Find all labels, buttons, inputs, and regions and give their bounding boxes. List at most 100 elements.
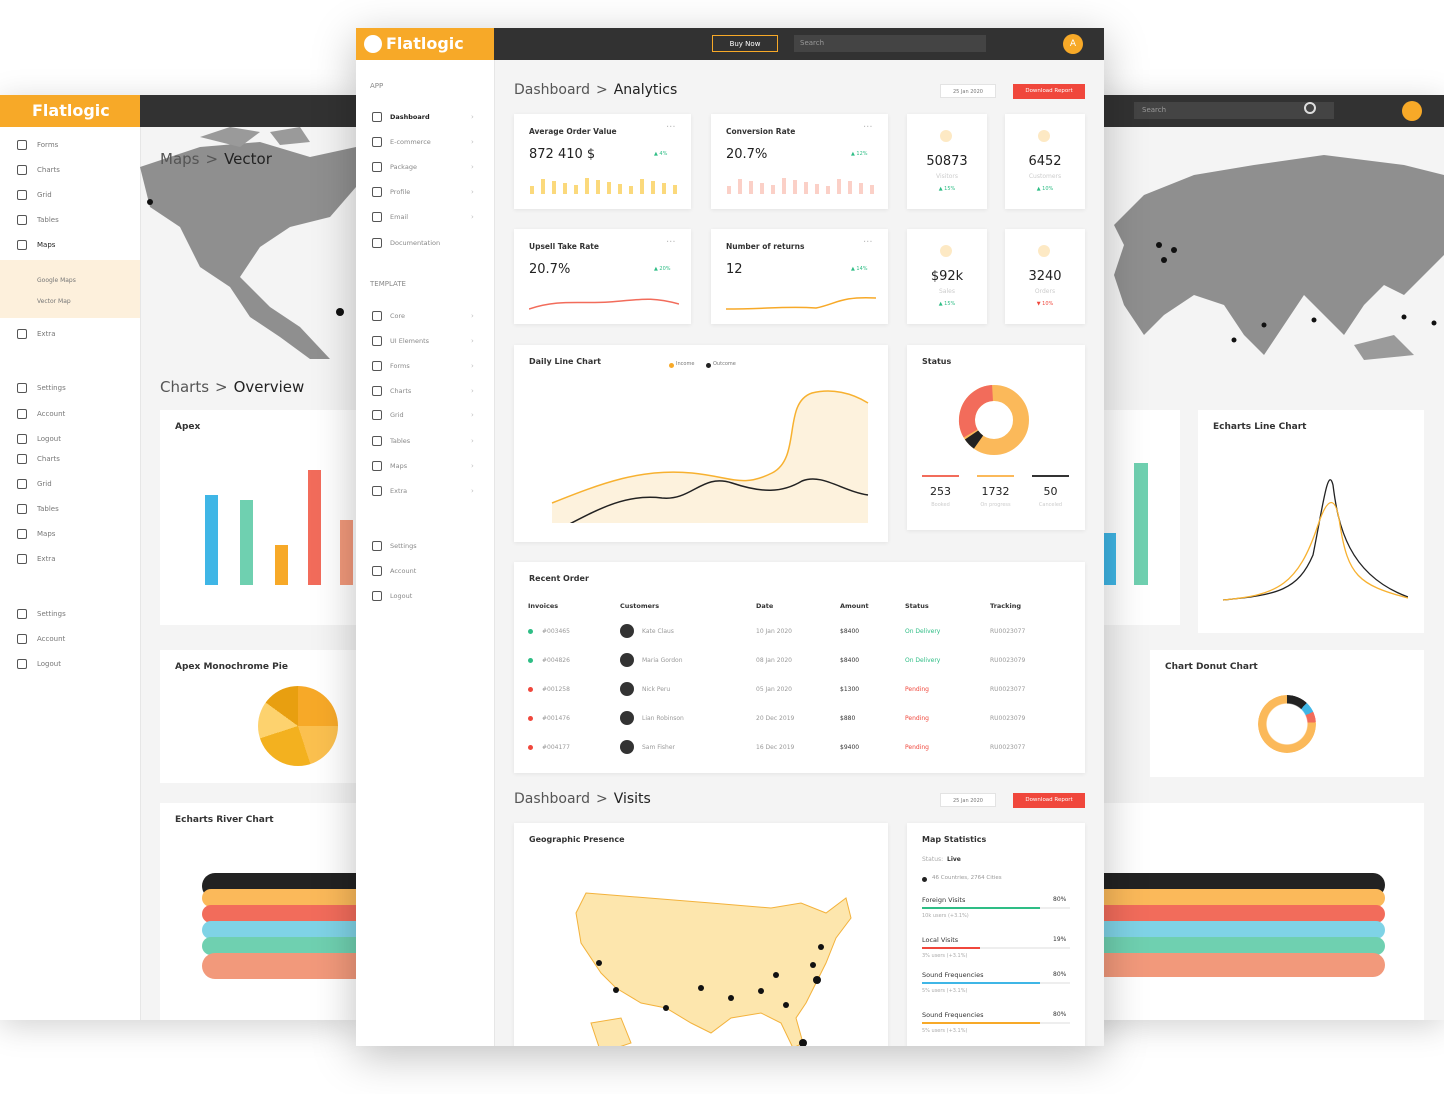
nav-item[interactable]: Charts: [37, 166, 60, 174]
nav-item[interactable]: Account: [390, 567, 417, 575]
metric-percent: 19%: [1053, 936, 1067, 943]
cell-invoice[interactable]: #001476: [542, 715, 570, 722]
icon: [17, 140, 27, 150]
nav-item[interactable]: Charts: [390, 387, 412, 395]
nav-item[interactable]: Package: [390, 163, 417, 171]
icon: [17, 454, 27, 464]
chevron: ›: [471, 138, 474, 146]
card-title: Echarts Line Chart: [1213, 422, 1307, 432]
status-bar: [922, 475, 959, 477]
nav-item[interactable]: Charts: [37, 455, 60, 463]
status-value: Live: [947, 856, 961, 863]
spark-bar: [749, 181, 753, 194]
bar: [240, 500, 253, 585]
nav-item[interactable]: Maps: [390, 462, 408, 470]
nav-item[interactable]: Account: [37, 635, 66, 643]
spark-bar: [815, 184, 819, 194]
nav-item[interactable]: Forms: [37, 141, 59, 149]
card: Upsell Take Rate 20.7% ▲ 20% ···: [514, 229, 691, 324]
date-picker[interactable]: 25 Jan 2020: [940, 84, 996, 98]
river-band: [1080, 921, 1385, 939]
cell-invoice[interactable]: #004826: [542, 657, 570, 664]
status-label: On progress: [980, 502, 1011, 508]
nav-item[interactable]: Settings: [37, 610, 66, 618]
nav-item[interactable]: Core: [390, 312, 406, 320]
cell-invoice[interactable]: #004177: [542, 744, 570, 751]
stat-label: Customers: [1028, 173, 1062, 180]
spark-bar: [629, 186, 633, 194]
date-picker[interactable]: 25 Jan 2020: [940, 793, 996, 807]
icon: [17, 479, 27, 489]
cell-invoice[interactable]: #001258: [542, 686, 570, 693]
breadcrumb-section: Charts: [160, 378, 210, 396]
circle: [1161, 257, 1167, 263]
status-dot: [528, 745, 533, 750]
status-dot: [528, 716, 533, 721]
metric-percent: 80%: [1053, 896, 1067, 903]
circle: [773, 972, 779, 978]
search-box[interactable]: Search: [794, 35, 986, 52]
path: [1114, 155, 1444, 355]
icon: [17, 383, 27, 393]
nav-item[interactable]: UI Elements: [390, 337, 430, 345]
card: [1080, 803, 1424, 1020]
nav-item[interactable]: Extra: [390, 487, 408, 495]
spark-bar: [870, 185, 874, 194]
stat-label: Sales: [939, 288, 955, 295]
nav-item[interactable]: Email: [390, 213, 409, 221]
search-text[interactable]: Search: [1142, 106, 1167, 114]
nav-item[interactable]: Logout: [37, 435, 61, 443]
nav-item[interactable]: Tables: [390, 437, 411, 445]
avatar[interactable]: A: [1063, 34, 1083, 54]
card: Status 253 Booked 1732 On progress 50 Canceled: [907, 345, 1085, 530]
cell-tracking: RU0023077: [990, 744, 1026, 751]
circle: [758, 988, 764, 994]
cell-status: Pending: [905, 744, 929, 751]
cell-invoice[interactable]: #003465: [542, 628, 570, 635]
nav-item[interactable]: Logout: [390, 592, 413, 600]
nav-item[interactable]: Tables: [37, 216, 59, 224]
nav-item[interactable]: Maps: [37, 241, 56, 249]
download-button[interactable]: Download Report: [1013, 793, 1085, 808]
icon: [372, 410, 382, 420]
search-icon[interactable]: [1304, 102, 1316, 114]
nav-item[interactable]: Logout: [37, 660, 61, 668]
nav-item[interactable]: Dashboard: [390, 113, 430, 121]
right-window: Search Echarts Line Chart Chart Donut Char…: [1080, 95, 1444, 1020]
cell-date: 20 Dec 2019: [756, 715, 795, 722]
nav-item[interactable]: Extra: [37, 555, 56, 563]
card-title: Geographic Presence: [529, 835, 625, 844]
nav-item[interactable]: E-commerce: [390, 138, 431, 146]
nav-item[interactable]: Forms: [390, 362, 410, 370]
nav-item[interactable]: Settings: [390, 542, 417, 550]
breadcrumb-section: Dashboard: [514, 82, 590, 98]
nav-item[interactable]: Google Maps: [37, 277, 76, 284]
nav-item[interactable]: Maps: [37, 530, 56, 538]
spark-bar: [848, 181, 852, 194]
search-box[interactable]: [1134, 102, 1334, 119]
nav-item[interactable]: Account: [37, 410, 66, 418]
nav-item[interactable]: Documentation: [390, 239, 441, 247]
stat-value: 50873: [926, 154, 968, 169]
nav-item[interactable]: Grid: [37, 480, 52, 488]
nav-item[interactable]: Grid: [390, 411, 404, 419]
cell-date: 05 Jan 2020: [756, 686, 792, 693]
circle: [1261, 322, 1267, 328]
nav-item[interactable]: Profile: [390, 188, 411, 196]
nav-item[interactable]: Extra: [37, 330, 56, 338]
buy-now-button[interactable]: Buy Now: [712, 35, 778, 52]
metric-note: 5% users (+3.1%): [922, 988, 968, 994]
icon: [372, 212, 382, 222]
circle: [336, 308, 344, 316]
nav-item[interactable]: Tables: [37, 505, 59, 513]
nav-item[interactable]: Vector Map: [37, 298, 71, 305]
cell-tracking: RU0023079: [990, 715, 1026, 722]
nav-item[interactable]: Grid: [37, 191, 52, 199]
nav-item[interactable]: Settings: [37, 384, 66, 392]
circle: [1156, 242, 1162, 248]
spark-bar: [760, 183, 764, 194]
stat-icon: [1038, 130, 1050, 142]
download-button[interactable]: Download Report: [1013, 84, 1085, 99]
card-title: Daily Line Chart: [529, 357, 602, 366]
avatar[interactable]: [1402, 101, 1422, 121]
